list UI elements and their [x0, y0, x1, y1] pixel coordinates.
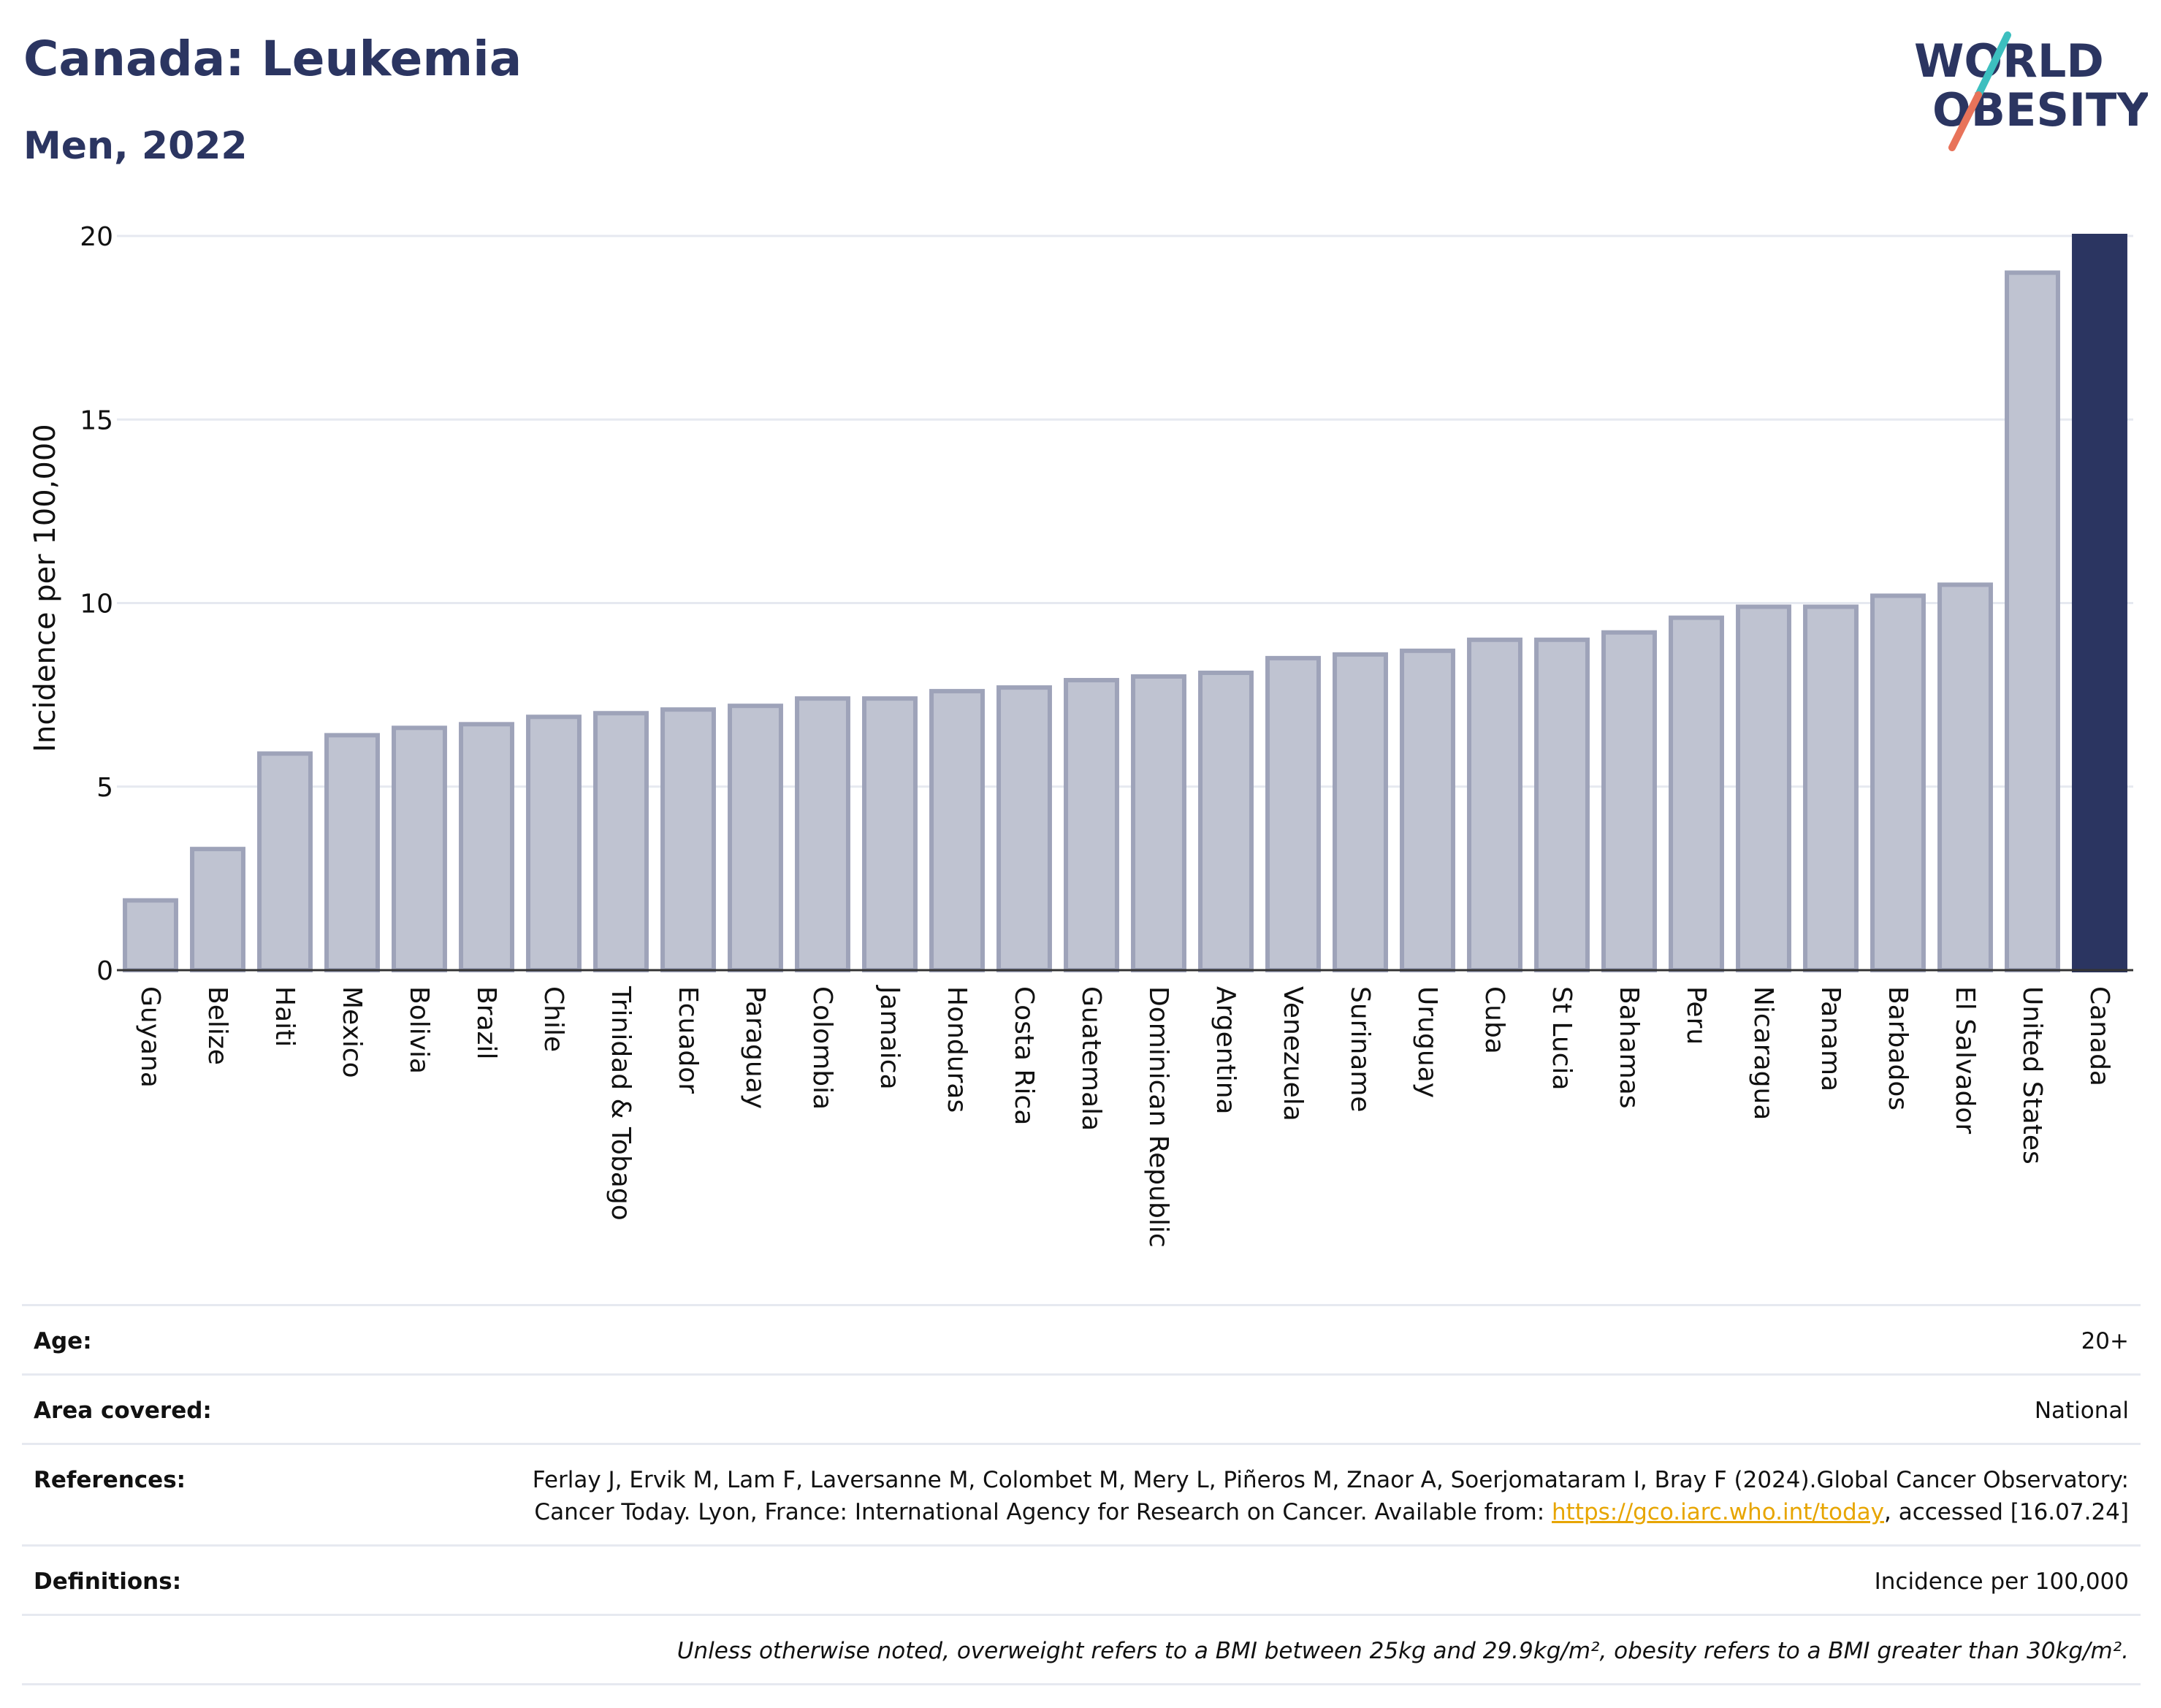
bar-belize: [190, 847, 245, 973]
area-value: National: [2034, 1398, 2129, 1424]
chart-title: Canada: Leukemia: [23, 31, 522, 87]
info-row-note: Unless otherwise noted, overweight refer…: [22, 1614, 2141, 1685]
bar-united-states: [2005, 270, 2060, 972]
x-tick-label: Venezuela: [1278, 986, 1308, 1121]
x-tick-label: Colombia: [807, 986, 837, 1110]
bar-costa-rica: [996, 685, 1052, 972]
x-tick-label: Ecuador: [673, 986, 703, 1094]
info-row-references: References: Ferlay J, Ervik M, Lam F, La…: [22, 1443, 2141, 1544]
info-table: Age: 20+ Area covered: National Referenc…: [22, 1304, 2141, 1685]
bars: [123, 234, 2127, 973]
bar-uruguay: [1400, 648, 1455, 972]
x-tick-label: Mexico: [337, 986, 367, 1078]
x-tick-label: Dominican Republic: [1143, 986, 1173, 1248]
x-tick-label: Guatemala: [1076, 986, 1106, 1131]
y-tick-label: 15: [80, 405, 113, 435]
x-tick-label: Cuba: [1479, 986, 1509, 1054]
y-tick-label: 5: [96, 773, 113, 803]
x-tick-label: Costa Rica: [1009, 986, 1039, 1125]
bar-el-salvador: [1937, 582, 1993, 972]
x-tick-label: Panama: [1815, 986, 1845, 1091]
x-tick-label: Haiti: [270, 986, 300, 1047]
x-tick-label: Paraguay: [740, 986, 770, 1109]
bar-trinidad-tobago: [593, 711, 649, 972]
x-tick-label: St Lucia: [1547, 986, 1577, 1091]
x-tick-label: Honduras: [942, 986, 972, 1113]
bar-dominican-republic: [1131, 674, 1186, 972]
bar-bahamas: [1601, 630, 1657, 972]
bar-peru: [1669, 615, 1724, 972]
bar-argentina: [1198, 670, 1254, 972]
x-tick-label: Canada: [2084, 986, 2114, 1086]
bar-chile: [526, 714, 582, 973]
x-tick-label: Bahamas: [1614, 986, 1644, 1109]
x-tick-label: Belize: [202, 986, 232, 1065]
bar-honduras: [929, 689, 985, 972]
age-value: 20+: [2081, 1328, 2129, 1354]
references-label: References:: [34, 1467, 186, 1493]
x-tick-label: Trinidad & Tobago: [606, 985, 636, 1221]
bmi-note: Unless otherwise noted, overweight refer…: [676, 1638, 2129, 1664]
x-tick-label: Uruguay: [1412, 986, 1442, 1098]
area-label: Area covered:: [34, 1398, 212, 1424]
references-value: Ferlay J, Ervik M, Lam F, Laversanne M, …: [449, 1464, 2129, 1528]
world-obesity-logo: WORLD OBESITY: [1914, 31, 2148, 151]
y-axis-label: Incidence per 100,000: [28, 424, 62, 752]
x-tick-label: Peru: [1681, 986, 1711, 1045]
bar-mexico: [324, 733, 380, 973]
x-axis-ticks: Guyana Belize Haiti Mexico Bolivia Brazil Chil…: [135, 985, 2114, 1248]
bar-suriname: [1333, 652, 1388, 972]
bar-ecuador: [660, 707, 716, 972]
bar-venezuela: [1265, 655, 1321, 972]
x-tick-label: Barbados: [1883, 986, 1913, 1110]
logo-word-world: WORLD: [1914, 34, 2104, 88]
bar-barbados: [1870, 593, 1926, 972]
info-row-area: Area covered: National: [22, 1373, 2141, 1443]
x-tick-label: El Salvador: [1950, 986, 1980, 1134]
bar-guatemala: [1064, 678, 1119, 973]
bar-bolivia: [392, 725, 447, 972]
x-tick-label: Chile: [538, 986, 568, 1052]
bar-guyana: [123, 898, 178, 973]
bar-haiti: [257, 751, 313, 973]
info-row-definitions: Definitions: Incidence per 100,000: [22, 1544, 2141, 1614]
bar-cuba: [1467, 637, 1522, 972]
bar-paraguay: [728, 704, 783, 972]
y-tick-label: 10: [80, 590, 113, 619]
x-tick-label: Bolivia: [404, 986, 434, 1074]
chart-subtitle: Men, 2022: [23, 124, 248, 168]
references-link[interactable]: https://gco.iarc.who.int/today: [1552, 1499, 1884, 1525]
bar-canada: [2072, 234, 2127, 972]
x-tick-label: Argentina: [1211, 986, 1240, 1115]
info-row-age: Age: 20+: [22, 1304, 2141, 1373]
definitions-value: Incidence per 100,000: [1874, 1568, 2129, 1595]
references-text: Ferlay J, Ervik M, Lam F, Laversanne M, …: [532, 1467, 2129, 1525]
bar-chart: Incidence per 100,000 0 5 10 15 20 Guyana Bel…: [28, 222, 2133, 1248]
x-tick-label: Jamaica: [874, 985, 904, 1090]
logo-slash-coral: [1948, 91, 1982, 151]
bar-jamaica: [862, 696, 918, 973]
x-tick-label: Nicaragua: [1748, 986, 1778, 1120]
bar-brazil: [459, 722, 514, 972]
x-tick-label: Guyana: [135, 986, 165, 1088]
definitions-label: Definitions:: [34, 1568, 182, 1595]
x-tick-label: United States: [2017, 986, 2047, 1164]
y-axis-ticks: 0 5 10 15 20: [80, 222, 113, 986]
age-label: Age:: [34, 1328, 92, 1354]
bar-panama: [1803, 604, 1859, 973]
x-tick-label: Suriname: [1345, 986, 1375, 1113]
logo-slash-teal: [1975, 31, 2011, 99]
y-tick-label: 20: [80, 222, 113, 252]
bar-nicaragua: [1736, 604, 1791, 973]
y-tick-label: 0: [96, 956, 113, 986]
bar-colombia: [795, 696, 850, 973]
gridlines: [117, 235, 2133, 788]
bar-st-lucia: [1534, 637, 1590, 972]
x-tick-label: Brazil: [471, 986, 501, 1059]
references-accessed: , accessed [16.07.24]: [1883, 1499, 2129, 1525]
